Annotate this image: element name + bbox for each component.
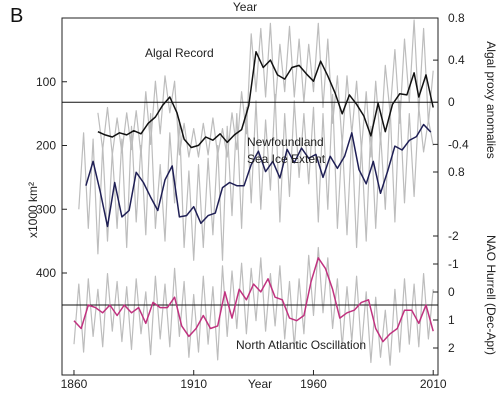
x-tick-label: 1860	[61, 377, 88, 391]
right-axis-title-algal: Algal proxy anomalies	[484, 41, 498, 158]
smoothed-series-layer	[73, 50, 434, 343]
annotation-algal-record: Algal Record	[145, 46, 214, 60]
algal-tick-label: 0.4	[448, 53, 465, 67]
x-axis-title: Year	[248, 377, 272, 391]
y-tick-label: 100	[36, 75, 56, 89]
algal-tick-label: 0	[448, 95, 455, 109]
nao-tick-label: -2	[448, 229, 459, 243]
y-tick-label: 300	[36, 202, 56, 216]
annotation-north-atlantic-oscillation: North Atlantic Oscillation	[236, 338, 366, 352]
y-tick-label: 400	[36, 266, 56, 280]
left-axis-ticks: 100 200 300 400	[36, 75, 67, 280]
nao-tick-label: 0.8	[448, 165, 465, 179]
series-line-algal-record	[97, 50, 434, 149]
top-axis-title: Year	[233, 0, 257, 14]
algal-tick-label: -0.4	[448, 137, 469, 151]
nao-tick-label: 1	[448, 313, 455, 327]
x-tick-label: 2010	[420, 377, 447, 391]
series-line-newfoundland-sea-ice-extent	[85, 123, 432, 228]
series-line-nao-annual	[73, 246, 434, 366]
algal-tick-label: 0.8	[448, 11, 465, 25]
annotation-newfoundland: Newfoundland	[247, 135, 324, 149]
series-line-sea-ice-extent-annual	[78, 93, 434, 261]
left-axis-title: x1000 km²	[26, 182, 40, 238]
y-tick-label: 200	[36, 139, 56, 153]
series-line-north-atlantic-oscillation	[73, 257, 434, 343]
right-axis-title-nao: NAO Hurrell (Dec-Apr)	[484, 235, 498, 355]
nao-tick-label: -1	[448, 257, 459, 271]
x-tick-label: 1960	[300, 377, 327, 391]
panel-label: B	[10, 5, 23, 27]
x-axis-ticks: 1860 1910 1960 2010	[61, 370, 447, 391]
nao-tick-label: 0	[448, 285, 455, 299]
plot-frame	[61, 17, 439, 376]
right-axis-ticks: 0.8 0.4 0 -0.4 0.8 -2 -1 0 1 2	[433, 11, 469, 355]
x-tick-label: 1910	[180, 377, 207, 391]
nao-tick-label: 2	[448, 341, 455, 355]
annotation-sea-ice-extent: Sea Ice Extent	[247, 152, 326, 166]
